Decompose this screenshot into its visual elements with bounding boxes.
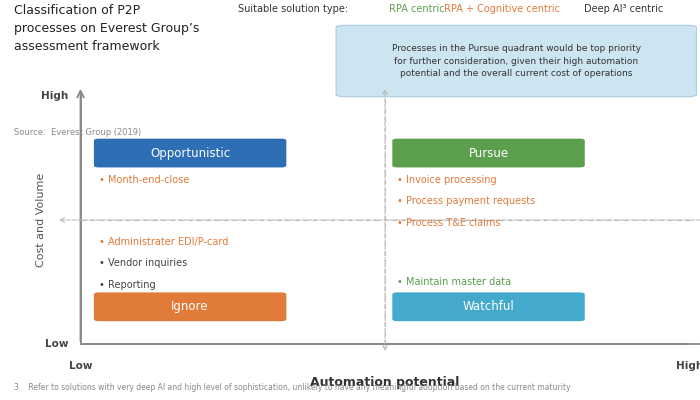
Text: Automation potential: Automation potential [310, 376, 460, 389]
Text: Pursue: Pursue [468, 146, 509, 160]
FancyBboxPatch shape [392, 292, 584, 321]
Text: 3    Refer to solutions with very deep AI and high level of sophistication, unli: 3 Refer to solutions with very deep AI a… [14, 383, 570, 392]
Text: High: High [676, 361, 700, 371]
Text: Ignore: Ignore [172, 300, 209, 313]
Text: High: High [41, 91, 69, 101]
Text: • Administrater EDI/P-card: • Administrater EDI/P-card [99, 237, 228, 247]
Text: Classification of P2P
processes on Everest Group’s
assessment framework: Classification of P2P processes on Evere… [14, 4, 199, 53]
Text: RPA + Cognitive centric: RPA + Cognitive centric [444, 4, 561, 14]
Text: Opportunistic: Opportunistic [150, 146, 230, 160]
FancyBboxPatch shape [336, 25, 696, 97]
Text: • Process T&E claims: • Process T&E claims [397, 218, 500, 228]
Text: Processes in the Pursue quadrant would be top priority
for further consideration: Processes in the Pursue quadrant would b… [392, 44, 640, 78]
Text: • Process payment requests: • Process payment requests [397, 196, 536, 206]
Text: • Reporting: • Reporting [99, 280, 155, 290]
Text: Deep AI³ centric: Deep AI³ centric [584, 4, 664, 14]
Text: Suitable solution type:: Suitable solution type: [238, 4, 358, 14]
Text: • Invoice processing: • Invoice processing [397, 175, 497, 185]
Text: • Month-end-close: • Month-end-close [99, 175, 189, 185]
Text: • Vendor inquiries: • Vendor inquiries [99, 258, 187, 268]
FancyBboxPatch shape [94, 139, 286, 168]
Text: RPA centric: RPA centric [389, 4, 444, 14]
Text: • Maintain master data: • Maintain master data [397, 277, 511, 287]
Text: Cost and Volume: Cost and Volume [36, 173, 46, 267]
FancyBboxPatch shape [94, 292, 286, 321]
Text: Low: Low [69, 361, 92, 371]
FancyBboxPatch shape [392, 139, 584, 168]
Text: Source:  Everest Group (2019): Source: Everest Group (2019) [14, 128, 141, 137]
Text: Watchful: Watchful [463, 300, 514, 313]
Text: Low: Low [45, 339, 69, 349]
